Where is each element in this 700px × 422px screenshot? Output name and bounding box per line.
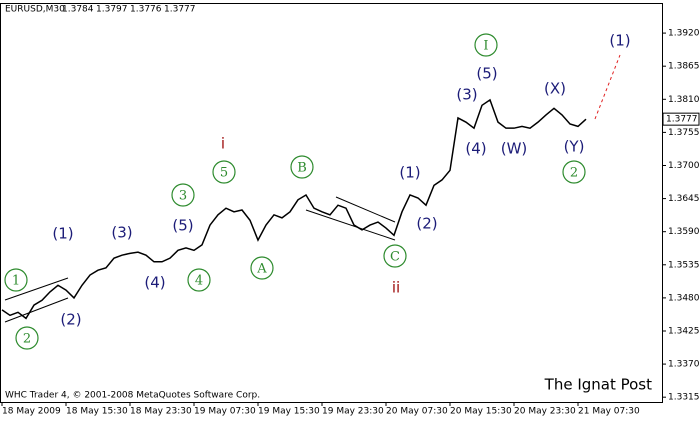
wave-circle (4, 268, 28, 292)
wave-label: A (256, 262, 267, 277)
wave-label: 3 (179, 189, 187, 204)
y-tick-label: 1.3370 (668, 360, 700, 370)
trend-line (4, 277, 69, 301)
wave-label: (Y) (564, 138, 585, 156)
watermark: The Ignat Post (544, 376, 652, 394)
wave-circle (212, 160, 236, 184)
wave-circle (250, 256, 274, 280)
wave-label: 2 (570, 166, 578, 181)
wave-label: (3) (456, 86, 477, 104)
y-tick-label: 1.3480 (668, 293, 700, 303)
x-tick-label: 20 May 15:30 (450, 407, 512, 417)
trend-line (335, 196, 396, 223)
x-tick-label: 19 May 23:30 (322, 407, 384, 417)
y-tick-label: 1.3810 (668, 95, 700, 105)
wave-label: (2) (60, 311, 81, 329)
x-tick-label: 18 May 23:30 (130, 407, 192, 417)
wave-label: (4) (465, 140, 486, 158)
wave-circle (290, 155, 314, 179)
wave-label: I (483, 39, 488, 54)
wave-circle (187, 268, 211, 292)
ohlc-value: 1.3776 (130, 5, 162, 15)
wave-label: (5) (172, 217, 193, 235)
wave-circle (171, 183, 195, 207)
ohlc-value: 1.3784 (62, 5, 94, 15)
wave-circle (474, 33, 498, 57)
y-tick-label: 1.3865 (668, 62, 700, 72)
wave-label: B (297, 161, 307, 176)
x-tick-label: 18 May 15:30 (66, 407, 128, 417)
wave-label: (3) (111, 224, 132, 242)
wave-label: (5) (476, 65, 497, 83)
wave-label: 5 (220, 166, 228, 181)
x-tick-label: 18 May 2009 (2, 407, 61, 417)
last-price-label: 1.3777 (666, 115, 698, 125)
ohlc-value: 1.3797 (96, 5, 128, 15)
price-line (1, 98, 587, 320)
wave-label: (2) (416, 215, 437, 233)
wave-label: (4) (144, 274, 165, 292)
trend-line (305, 209, 396, 241)
y-tick-label: 1.3315 (668, 393, 700, 403)
x-tick-label: 21 May 07:30 (578, 407, 640, 417)
wave-label: (X) (544, 80, 566, 98)
wave-label: ii (392, 279, 400, 297)
y-tick-label: 1.3645 (668, 194, 700, 204)
wave-label: (1) (609, 32, 630, 50)
ohlc-value: 1.3777 (164, 5, 196, 15)
wave-circle (15, 326, 39, 350)
wave-label: (W) (501, 140, 528, 158)
x-tick-label: 20 May 23:30 (514, 407, 576, 417)
y-tick-label: 1.3920 (668, 29, 700, 39)
last-price-box (662, 112, 700, 126)
wave-label: i (221, 135, 225, 153)
y-tick-label: 1.3590 (668, 227, 700, 237)
y-tick-label: 1.3755 (668, 128, 700, 138)
trend-line (4, 297, 69, 323)
y-tick-label: 1.3535 (668, 260, 700, 270)
wave-circle (562, 160, 586, 184)
wave-circle (383, 244, 407, 268)
wave-label: 1 (12, 274, 20, 289)
x-tick-label: 19 May 15:30 (258, 407, 320, 417)
wave-label: (1) (399, 164, 420, 182)
x-tick-label: 19 May 07:30 (194, 407, 256, 417)
wave-label: 2 (23, 332, 31, 347)
y-tick-label: 1.3425 (668, 326, 700, 336)
plot-frame (0, 3, 663, 403)
x-tick-label: 20 May 07:30 (386, 407, 448, 417)
wave-label: (1) (52, 225, 73, 243)
symbol: EURUSD,M30 (5, 5, 65, 15)
wave-label: C (390, 250, 400, 265)
y-tick-label: 1.3700 (668, 161, 700, 171)
copyright: WHC Trader 4, © 2001-2008 MetaQuotes Sof… (5, 391, 260, 401)
wave-label: 4 (195, 274, 203, 289)
